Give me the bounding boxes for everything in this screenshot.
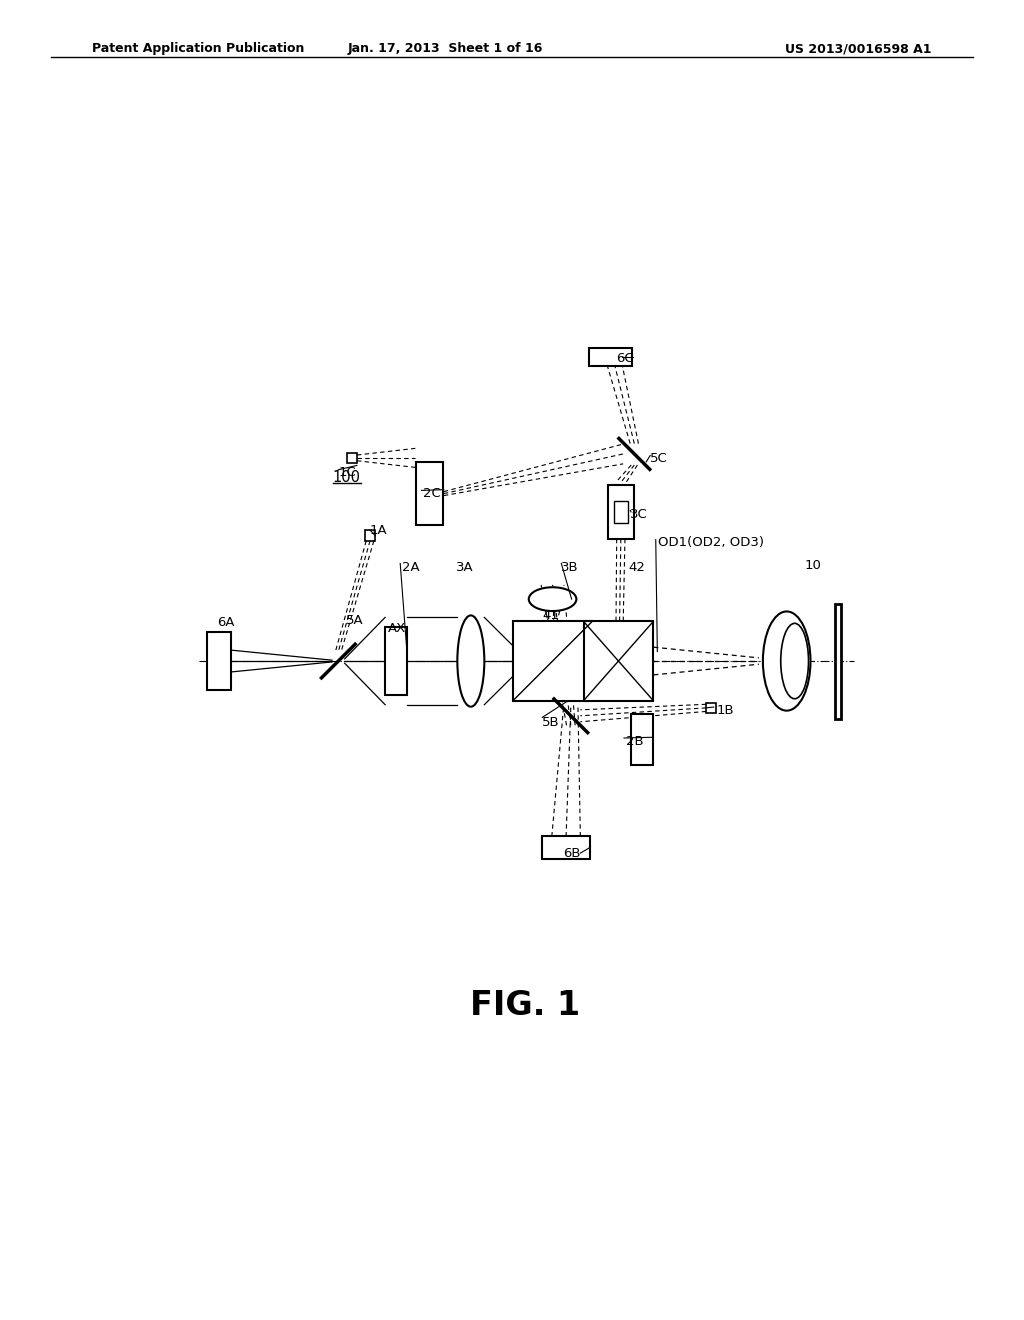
Text: 1A: 1A (370, 524, 388, 537)
Text: 2C: 2C (423, 487, 441, 500)
Text: 6B: 6B (563, 846, 581, 859)
Ellipse shape (458, 615, 484, 706)
Text: Patent Application Publication: Patent Application Publication (92, 42, 304, 55)
Text: 5B: 5B (543, 715, 560, 729)
Text: 5C: 5C (650, 453, 668, 465)
Text: Jan. 17, 2013  Sheet 1 of 16: Jan. 17, 2013 Sheet 1 of 16 (348, 42, 543, 55)
Text: 3A: 3A (456, 561, 473, 574)
Text: 1C: 1C (338, 466, 356, 479)
Text: 2B: 2B (626, 735, 643, 748)
Ellipse shape (780, 623, 809, 698)
Bar (589, 348, 633, 366)
Bar (416, 462, 443, 525)
Bar (513, 622, 592, 701)
Text: 1B: 1B (717, 704, 734, 717)
Text: 6A: 6A (217, 616, 234, 630)
Bar (207, 632, 231, 689)
Text: US 2013/0016598 A1: US 2013/0016598 A1 (785, 42, 932, 55)
Text: 2A: 2A (401, 561, 420, 574)
Text: 3B: 3B (561, 561, 579, 574)
Text: AX: AX (388, 622, 407, 635)
Bar (613, 500, 628, 523)
Text: 3C: 3C (631, 508, 648, 520)
Text: 41: 41 (543, 609, 559, 622)
Bar (631, 714, 653, 766)
Text: 42: 42 (628, 561, 645, 574)
Bar (608, 484, 634, 539)
Text: 100: 100 (333, 470, 360, 486)
Bar (365, 531, 375, 541)
Text: 5A: 5A (346, 614, 364, 627)
Text: 10: 10 (804, 558, 821, 572)
Bar (385, 627, 408, 694)
Bar (707, 702, 717, 713)
Text: 6C: 6C (616, 352, 634, 366)
Ellipse shape (763, 611, 811, 710)
Bar (584, 622, 653, 701)
Text: FIG. 1: FIG. 1 (470, 989, 580, 1022)
Bar (836, 603, 842, 718)
Ellipse shape (528, 587, 577, 611)
Bar (347, 453, 357, 463)
Text: OD1(OD2, OD3): OD1(OD2, OD3) (658, 536, 764, 549)
Bar (543, 837, 590, 858)
